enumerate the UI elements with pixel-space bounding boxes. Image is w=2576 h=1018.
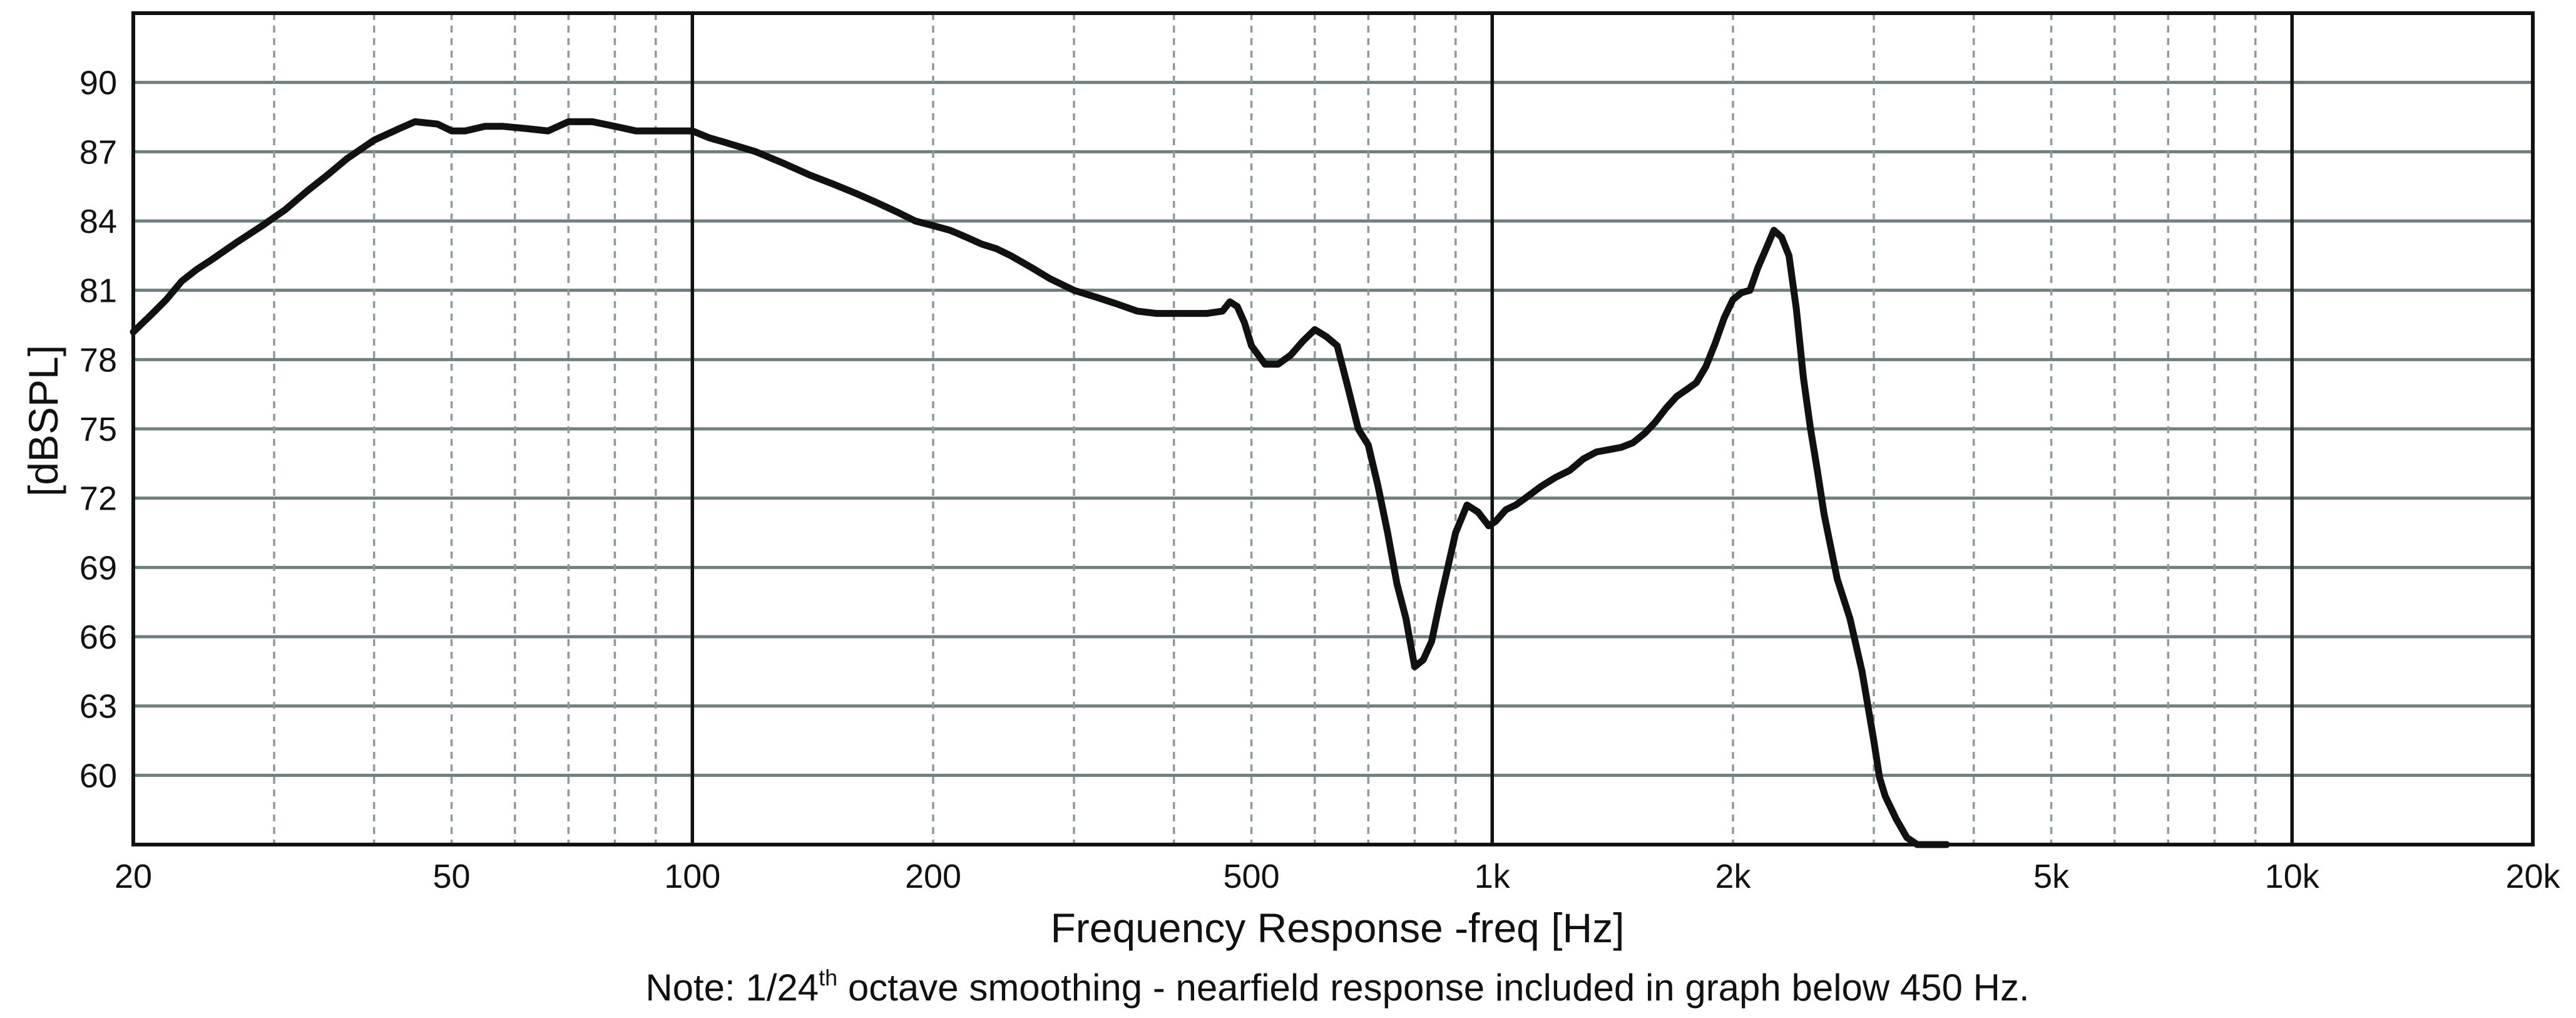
y-tick-label: 75	[79, 411, 117, 448]
y-tick-label: 66	[79, 619, 117, 656]
grid	[133, 13, 2533, 845]
y-tick-label: 90	[79, 64, 117, 102]
plot-frame-layer	[131, 11, 2535, 846]
x-tick-label: 10k	[2265, 858, 2320, 895]
x-axis-tick-labels: 20 50 100 200 500 1k 2k 5k 10k 20k	[115, 858, 2561, 895]
curve-layer	[130, 118, 1950, 848]
x-tick-label: 500	[1224, 858, 1280, 895]
x-tick-label: 200	[905, 858, 961, 895]
y-axis-label: [dBSPL]	[20, 345, 66, 496]
y-tick-label: 87	[79, 133, 117, 171]
y-tick-label: 69	[79, 549, 117, 587]
y-tick-label: 72	[79, 480, 117, 518]
y-tick-label: 60	[79, 757, 117, 794]
response-curve	[130, 118, 1950, 848]
y-tick-label: 84	[79, 203, 117, 240]
y-tick-label: 63	[79, 688, 117, 726]
y-tick-label: 78	[79, 341, 117, 379]
x-tick-label: 100	[664, 858, 720, 895]
chart-note: Note: 1/24th octave smoothing - nearfiel…	[645, 965, 2029, 1009]
x-tick-label: 2k	[1715, 858, 1751, 895]
note-prefix: Note: 1/24	[645, 967, 819, 1009]
note-superscript: th	[819, 965, 837, 990]
x-tick-label: 20k	[2505, 858, 2560, 895]
x-tick-label: 20	[115, 858, 152, 895]
y-tick-label: 81	[79, 272, 117, 310]
x-tick-label: 1k	[1475, 858, 1511, 895]
y-axis-tick-labels: 60 63 66 69 72 75 78 81 84 87 90	[79, 64, 117, 795]
x-axis-label: Frequency Response -freq [Hz]	[1050, 905, 1624, 951]
x-tick-label: 5k	[2033, 858, 2070, 895]
x-tick-label: 50	[433, 858, 471, 895]
note-suffix: octave smoothing - nearfield response in…	[837, 967, 2029, 1009]
plot-frame	[131, 11, 2535, 846]
